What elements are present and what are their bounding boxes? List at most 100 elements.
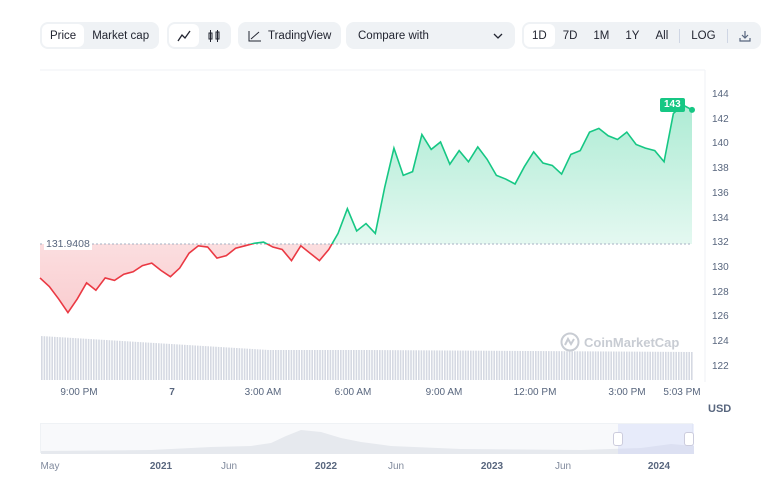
price-area-down — [40, 244, 692, 313]
volume-bar — [228, 347, 230, 380]
volume-bar — [493, 350, 495, 380]
volume-bar — [581, 351, 584, 380]
navigator-handle-left[interactable] — [613, 432, 623, 446]
x-tick-label: 7 — [169, 387, 175, 398]
volume-bar — [691, 351, 693, 380]
market-cap-tab[interactable]: Market cap — [92, 29, 150, 42]
range-all[interactable]: All — [655, 29, 669, 42]
volume-bar — [197, 345, 199, 380]
volume-bar — [633, 351, 636, 380]
volume-bar — [134, 341, 137, 380]
range-1m[interactable]: 1M — [593, 29, 610, 42]
volume-bar — [384, 350, 386, 380]
tradingview-icon — [248, 30, 261, 41]
volume-bar — [485, 350, 488, 380]
volume-bar — [363, 350, 365, 380]
navigator-label: 2023 — [480, 461, 504, 472]
volume-bar — [163, 343, 165, 380]
candlestick-icon[interactable] — [199, 24, 229, 47]
volume-bar — [230, 347, 233, 380]
volume-bar — [324, 350, 326, 380]
volume-bar — [353, 350, 355, 380]
navigator-label: Jun — [554, 461, 572, 472]
navigator-label: 2022 — [314, 461, 338, 472]
volume-bar — [563, 351, 566, 380]
volume-bar — [532, 351, 534, 380]
volume-bar — [288, 350, 290, 380]
volume-bar — [423, 350, 425, 380]
volume-bar — [280, 350, 282, 380]
volume-bar — [254, 349, 256, 380]
volume-bar — [415, 350, 417, 380]
tradingview-button[interactable]: TradingView — [238, 22, 342, 49]
volume-bar — [298, 350, 300, 380]
x-tick-label: 5:03 PM — [663, 387, 701, 398]
volume-bar — [594, 351, 597, 380]
volume-bar — [470, 350, 472, 380]
price-tab[interactable]: Price — [42, 24, 85, 47]
volume-bar — [548, 351, 550, 380]
volume-bar — [381, 350, 384, 380]
volume-bar — [74, 338, 77, 380]
volume-bar — [152, 342, 155, 380]
compare-with-select[interactable]: Compare with — [346, 22, 515, 49]
volume-bar — [168, 343, 170, 380]
volume-bar — [584, 351, 586, 380]
navigator-label: 2021 — [149, 461, 173, 472]
log-button[interactable]: LOG — [691, 29, 716, 42]
range-1d[interactable]: 1D — [524, 24, 555, 47]
volume-bar — [262, 349, 264, 380]
volume-bar — [644, 351, 646, 380]
volume-bar — [639, 351, 641, 380]
volume-bar — [623, 351, 625, 380]
volume-bar — [685, 351, 688, 380]
range-7d[interactable]: 7D — [562, 29, 578, 42]
volume-bar — [160, 343, 163, 380]
volume-bar — [241, 348, 243, 380]
volume-bar — [399, 350, 402, 380]
y-tick-label: 128 — [712, 286, 729, 298]
volume-bar — [519, 350, 521, 380]
y-tick-label: 132 — [712, 237, 729, 249]
volume-bar — [446, 350, 449, 380]
volume-bar — [176, 344, 178, 380]
navigator-handle-right[interactable] — [684, 432, 694, 446]
current-price-badge: 143 — [660, 98, 685, 112]
volume-bar — [488, 350, 490, 380]
volume-bar — [379, 350, 381, 380]
volume-bar — [119, 340, 121, 380]
volume-bar — [568, 351, 571, 380]
volume-bar — [215, 346, 217, 380]
volume-bar — [537, 351, 540, 380]
volume-bar — [236, 348, 238, 380]
line-chart-icon[interactable] — [169, 24, 199, 47]
navigator-selection[interactable] — [618, 424, 694, 454]
volume-bar — [522, 350, 524, 380]
volume-bar — [540, 351, 542, 380]
volume-bar — [332, 350, 334, 380]
volume-bar — [165, 343, 168, 380]
volume-bar — [667, 351, 670, 380]
volume-bar — [420, 350, 423, 380]
volume-bar — [605, 351, 607, 380]
range-1y[interactable]: 1Y — [625, 29, 640, 42]
volume-bar — [360, 350, 363, 380]
volume-bar — [389, 350, 391, 380]
volume-bar — [397, 350, 399, 380]
volume-bar — [550, 351, 553, 380]
volume-bar — [659, 351, 662, 380]
volume-bar — [542, 351, 545, 380]
volume-bar — [449, 350, 451, 380]
volume-bar — [366, 350, 368, 380]
currency-label: USD — [708, 403, 732, 415]
volume-bar — [631, 351, 633, 380]
download-icon[interactable] — [731, 24, 759, 47]
volume-bar — [124, 341, 126, 380]
price-type-toggle: Price Market cap — [40, 22, 160, 49]
volume-bar — [199, 345, 202, 380]
volume-bar — [472, 350, 475, 380]
volume-bar — [72, 337, 74, 380]
volume-bar — [509, 350, 511, 380]
volume-bar — [641, 351, 644, 380]
navigator-area — [41, 430, 694, 454]
